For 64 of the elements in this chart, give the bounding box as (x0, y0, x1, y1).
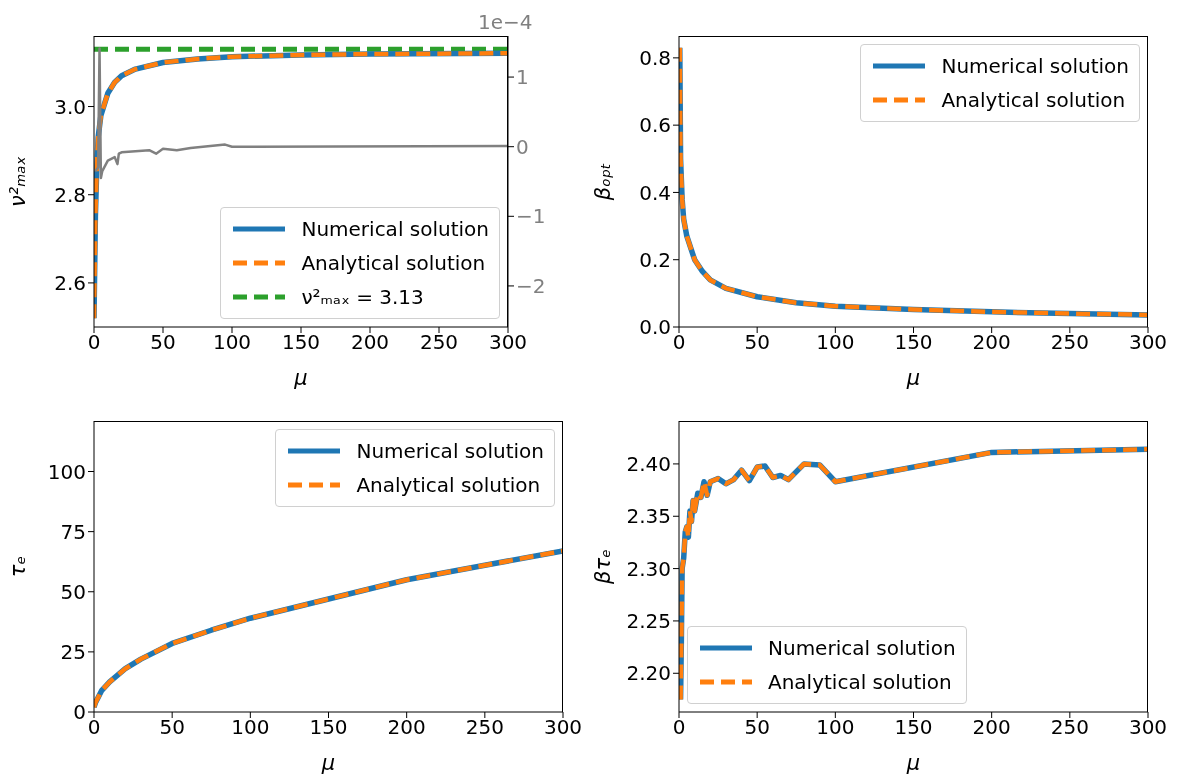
x-tick-label: 50 (744, 330, 770, 355)
x-tick-label: 250 (1050, 715, 1089, 740)
y2-tick-label: 0 (516, 134, 529, 159)
y-tick-label: 0.6 (639, 113, 671, 138)
y-tick-label: 2.25 (626, 609, 671, 634)
y-tick-label: 2.30 (626, 556, 671, 581)
x-tick-label: 300 (543, 715, 583, 740)
y-tick-label: 2.8 (54, 182, 86, 207)
y-axis-title: τₑ (6, 555, 31, 578)
y-axis-title: ν²ₘₐₓ (6, 156, 31, 207)
legend-label: Analytical solution (768, 669, 952, 696)
x-tick-label: 100 (816, 715, 855, 740)
x-axis-title: μ (320, 751, 336, 775)
x-tick-label: 200 (350, 330, 390, 355)
x-tick-label: 250 (1050, 330, 1089, 355)
x-tick-label: 300 (488, 330, 528, 355)
legend-label: Analytical solution (941, 87, 1126, 114)
x-tick-label: 200 (972, 715, 1011, 740)
legend-label: Numerical solution (941, 53, 1129, 80)
y-tick-label: 2.35 (626, 504, 671, 529)
y-tick-label: 0.8 (639, 45, 671, 70)
y2-tick-label: −2 (516, 274, 546, 299)
x-axis-title: μ (293, 366, 308, 390)
x-tick-label: 50 (159, 715, 185, 740)
legend-label: ν²ₘₐₓ = 3.13 (301, 284, 424, 311)
x-tick-label: 250 (465, 715, 504, 740)
y2-tick-label: −1 (516, 204, 546, 229)
x-tick-label: 50 (744, 715, 770, 740)
x-tick-label: 200 (387, 715, 426, 740)
y-tick-label: 0.0 (639, 315, 671, 340)
y-tick-label: 50 (60, 579, 86, 604)
x-tick-label: 150 (894, 715, 933, 740)
y-tick-label: 2.40 (626, 452, 671, 477)
legend-label: Analytical solution (356, 472, 541, 499)
line-series (94, 47, 508, 180)
x-axis-title: μ (905, 366, 921, 390)
x-tick-label: 150 (281, 330, 321, 355)
y-tick-label: 2.6 (54, 271, 86, 296)
y-tick-label: 100 (47, 459, 86, 484)
legend-label: Numerical solution (301, 216, 489, 243)
x-tick-label: 150 (894, 330, 933, 355)
y-axis-title: βₒₚₜ (591, 162, 616, 202)
y-tick-label: 0.2 (639, 247, 671, 272)
y2-tick-label: 1 (516, 65, 529, 90)
x-tick-label: 300 (1128, 715, 1168, 740)
legend-label: Numerical solution (768, 635, 956, 662)
x-tick-label: 100 (212, 330, 252, 355)
y-tick-label: 2.20 (626, 661, 671, 686)
x-tick-label: 200 (972, 330, 1011, 355)
legend-label: Analytical solution (301, 250, 486, 277)
x-tick-label: 100 (231, 715, 270, 740)
y-tick-label: 75 (60, 519, 86, 544)
x-axis-title: μ (905, 751, 921, 775)
x-tick-label: 250 (419, 330, 459, 355)
y-tick-label: 0.4 (639, 180, 671, 205)
x-tick-label: 50 (150, 330, 176, 355)
x-tick-label: 300 (1128, 330, 1168, 355)
legend-label: Numerical solution (356, 438, 544, 465)
x-tick-label: 100 (816, 330, 855, 355)
x-tick-label: 150 (309, 715, 348, 740)
y-tick-label: 25 (60, 639, 86, 664)
y-axis-title: βτₑ (591, 549, 616, 585)
y2-axis-title: 1e−4 (478, 10, 533, 34)
y-tick-label: 3.0 (54, 94, 86, 119)
